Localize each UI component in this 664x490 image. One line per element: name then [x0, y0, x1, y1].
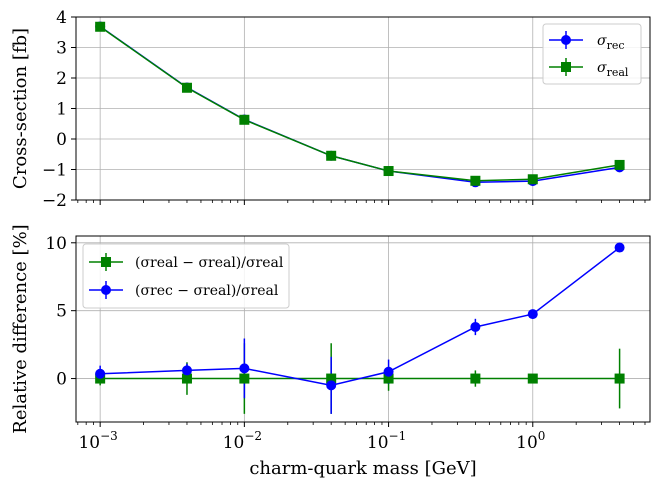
- x-tick-label-exponent: −3: [100, 429, 118, 443]
- bottom-y-tick-labels: 0 5 10: [45, 234, 67, 390]
- bot-data-point: [527, 309, 538, 320]
- bottom-legend-label-1: (σrec − σreal)/σreal: [135, 283, 279, 299]
- top-markers: [95, 21, 625, 188]
- bot-data-point: [181, 373, 192, 384]
- top-data-point: [383, 166, 394, 177]
- top-y-tick-label: 1: [56, 100, 67, 120]
- bot-data-point: [239, 363, 250, 374]
- bot-y-tick-label: 5: [56, 302, 67, 322]
- top-legend-label-0: σrec: [597, 33, 625, 52]
- top-y-tick-label: 3: [56, 39, 67, 59]
- legend-label-main: σ: [597, 60, 607, 76]
- bottom-plot-frame: [75, 235, 651, 423]
- bottom-series-lines: [100, 246, 621, 387]
- bot-data-point: [383, 366, 394, 377]
- top-ticks: [71, 16, 646, 205]
- x-tick-label-exponent: −1: [389, 429, 407, 443]
- x-tick-label: 10−1: [367, 429, 406, 453]
- x-tick-label-base: 10: [367, 433, 389, 453]
- bot-series-line-1: [100, 246, 621, 387]
- legend-label-subscript: rec: [607, 39, 625, 52]
- bot-y-tick-label: 10: [45, 234, 67, 254]
- top-data-point: [470, 175, 481, 186]
- top-data-point: [181, 82, 192, 93]
- top-data-point: [95, 21, 106, 32]
- top-legend-label-1: σreal: [597, 60, 629, 79]
- bot-data-point: [614, 242, 625, 253]
- top-y-tick-label: −2: [42, 191, 67, 211]
- bot-data-point: [326, 373, 337, 384]
- top-legend-marker-0: [561, 35, 571, 45]
- top-y-tick-label: 4: [56, 8, 67, 28]
- bot-data-point: [527, 373, 538, 384]
- bot-data-point: [383, 373, 394, 384]
- bottom-legend-marker-1: [101, 285, 111, 295]
- top-y-tick-labels: −2 −1 0 1 2 3 4: [42, 8, 67, 211]
- x-tick-label: 10−2: [223, 429, 262, 453]
- bottom-legend-marker-0: [101, 257, 111, 267]
- bot-data-point: [239, 373, 250, 384]
- bottom-x-tick-labels: 10−3 10−2 10−1 100: [78, 429, 545, 453]
- bot-data-point: [95, 368, 106, 379]
- top-series-lines: [99, 25, 620, 184]
- bot-data-point: [326, 380, 337, 391]
- top-y-tick-label: 0: [56, 130, 67, 150]
- top-data-point: [527, 174, 538, 185]
- bottom-y-axis-title: Relative difference [%]: [10, 224, 31, 433]
- bottom-markers: [95, 242, 625, 391]
- x-tick-label-base: 10: [516, 433, 538, 453]
- bot-data-point: [470, 321, 481, 332]
- bot-y-tick-label: 0: [56, 370, 67, 390]
- bottom-ticks: [71, 242, 646, 427]
- legend-label-main: σ: [597, 33, 607, 49]
- bot-data-point: [470, 373, 481, 384]
- x-tick-label: 100: [516, 429, 545, 453]
- x-tick-label-exponent: 0: [538, 429, 546, 443]
- top-data-point: [326, 150, 337, 161]
- x-tick-label-base: 10: [223, 433, 245, 453]
- x-axis-title: charm-quark mass [GeV]: [249, 458, 476, 479]
- top-data-point: [239, 114, 250, 125]
- top-legend-marker-1: [561, 62, 571, 72]
- bot-data-point: [614, 373, 625, 384]
- top-data-point: [614, 159, 625, 170]
- top-series-line-1: [99, 26, 620, 182]
- top-y-tick-label: −1: [42, 161, 67, 181]
- top-y-tick-label: 2: [56, 69, 67, 89]
- bottom-legend: (σreal − σreal)/σreal (σrec − σreal)/σrea…: [82, 243, 290, 309]
- bottom-legend-label-0: (σreal − σreal)/σreal: [135, 255, 284, 271]
- legend-label-subscript: real: [607, 66, 629, 79]
- x-tick-label-base: 10: [78, 433, 100, 453]
- bottom-legend-box: [82, 243, 290, 309]
- top-y-axis-title: Cross-section [fb]: [10, 28, 31, 189]
- x-tick-label-exponent: −2: [244, 429, 262, 443]
- x-tick-label: 10−3: [78, 429, 117, 453]
- bot-data-point: [181, 365, 192, 376]
